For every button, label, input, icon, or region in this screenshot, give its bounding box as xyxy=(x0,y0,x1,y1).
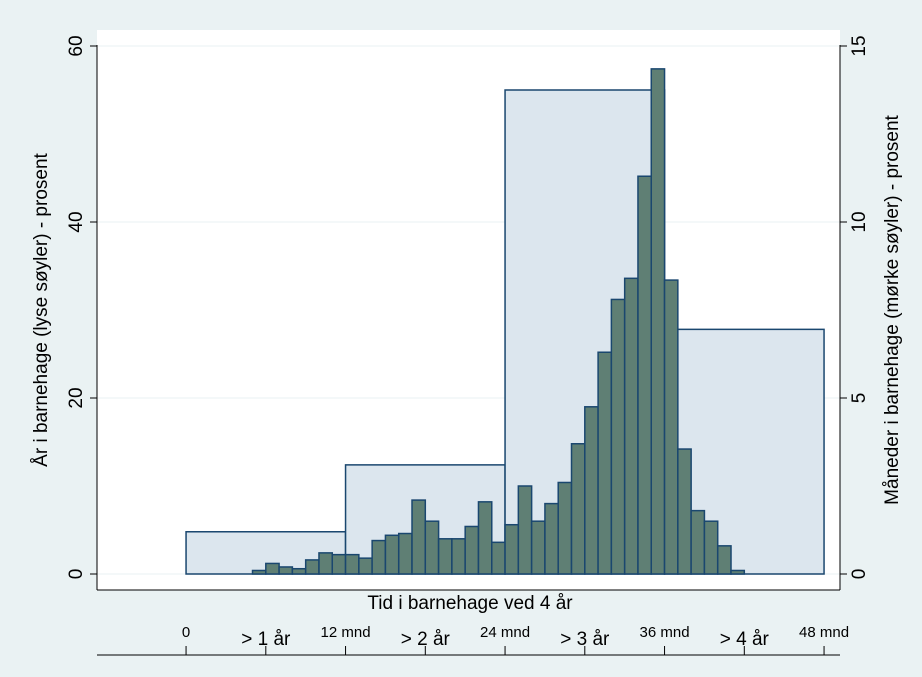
y2-tick-label: 15 xyxy=(849,35,870,56)
y-axis-title: År i barnehage (lyse søyler) - prosent xyxy=(31,152,52,466)
bar xyxy=(716,545,732,575)
bar xyxy=(278,566,294,575)
x-tick-label: 24 mnd xyxy=(480,624,530,641)
bar xyxy=(397,532,413,575)
x-tick-label: > 3 år xyxy=(560,629,610,650)
x-tick-label: 48 mnd xyxy=(799,624,849,641)
y2-tick-label: 5 xyxy=(849,393,870,404)
bar xyxy=(677,448,692,575)
bar xyxy=(570,443,586,575)
bar xyxy=(637,175,653,575)
bar xyxy=(291,567,307,575)
bar xyxy=(584,406,599,575)
bar xyxy=(358,557,373,575)
x-tick-label: 0 xyxy=(182,624,190,641)
bar xyxy=(491,541,506,575)
bar xyxy=(251,569,267,575)
bar xyxy=(384,534,400,575)
bar xyxy=(703,520,719,575)
bar xyxy=(504,523,520,575)
x-axis-title: Tid i barnehage ved 4 år xyxy=(367,593,573,614)
x-tick-label: > 2 år xyxy=(401,629,451,650)
bar xyxy=(650,68,666,575)
bar xyxy=(437,538,453,575)
bar xyxy=(304,559,320,575)
y-tick-label: 20 xyxy=(66,387,87,408)
bar xyxy=(623,277,639,575)
bar xyxy=(530,520,546,575)
bar xyxy=(663,279,679,575)
bar xyxy=(318,552,334,575)
bar xyxy=(464,525,480,575)
bar xyxy=(730,569,746,575)
bar xyxy=(610,298,626,575)
bar xyxy=(371,539,387,575)
bar xyxy=(411,499,427,575)
bar xyxy=(424,520,440,575)
x-tick-label: 36 mnd xyxy=(640,624,690,641)
x-tick-label: 12 mnd xyxy=(321,624,371,641)
bar xyxy=(265,562,280,575)
y-tick-label: 40 xyxy=(66,211,87,232)
y2-tick-label: 0 xyxy=(849,569,870,580)
bar xyxy=(517,485,533,575)
y2-tick-label: 10 xyxy=(849,211,870,232)
x-tick-label: > 1 år xyxy=(241,629,291,650)
bar xyxy=(477,501,493,575)
bar xyxy=(451,538,466,575)
bar xyxy=(344,553,360,575)
bar xyxy=(557,481,573,575)
bar xyxy=(597,351,613,575)
y2-axis-title: Måneder i barnehage (mørke søyler) - pro… xyxy=(882,114,903,504)
y-tick-label: 0 xyxy=(66,569,87,580)
bar xyxy=(331,553,347,575)
x-tick-label: > 4 år xyxy=(720,629,770,650)
y-tick-label: 60 xyxy=(66,35,87,56)
bar xyxy=(690,509,706,575)
bar xyxy=(544,502,559,575)
